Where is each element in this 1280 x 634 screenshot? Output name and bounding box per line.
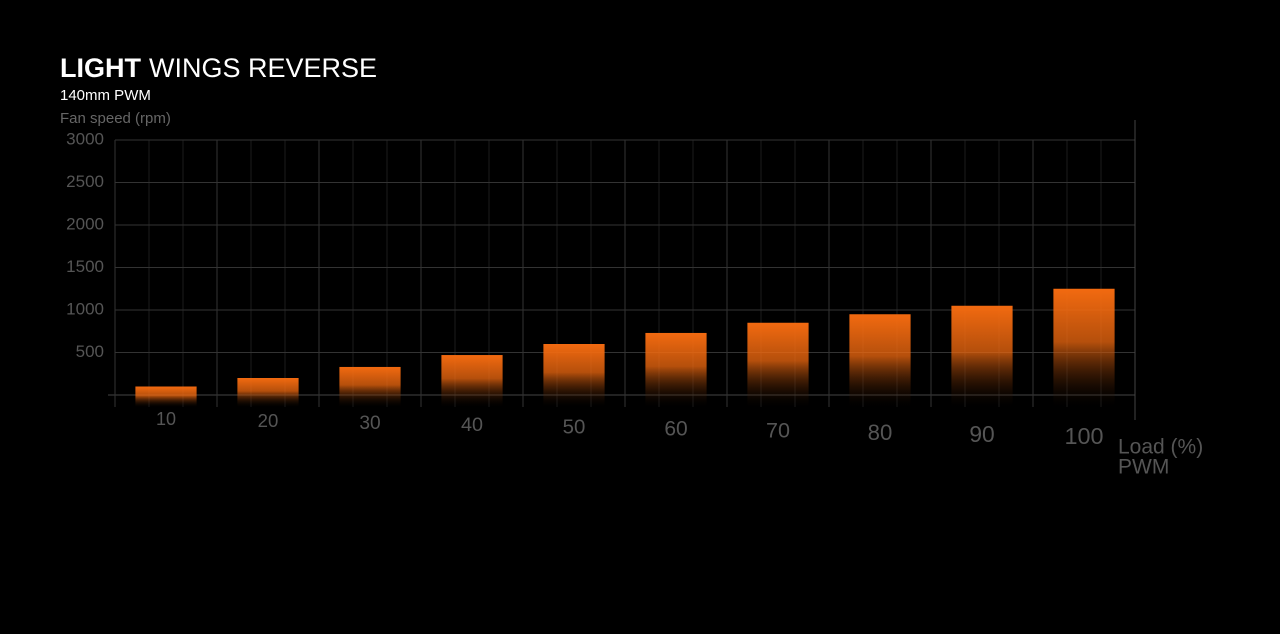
bar (747, 322, 809, 407)
x-tick-label: 50 (563, 416, 586, 438)
x-tick-label: 20 (258, 410, 279, 431)
bar (237, 378, 299, 407)
x-tick-label: 80 (868, 420, 893, 445)
x-tick-label: 60 (664, 418, 687, 441)
bar (441, 355, 503, 407)
title-bold: LIGHT (60, 53, 141, 83)
y-tick-label: 500 (76, 342, 104, 361)
bar (135, 386, 197, 407)
bar (849, 314, 911, 407)
x-tick-label: 90 (969, 421, 994, 447)
chart-title: LIGHT WINGS REVERSE (60, 53, 377, 83)
y-tick-label: 1000 (66, 299, 104, 318)
x-tick-label: 40 (461, 414, 483, 436)
y-tick-label: 3000 (66, 129, 104, 148)
bar (1053, 288, 1115, 407)
x-axis-label: PWM (1118, 456, 1169, 479)
subtitle: 140mm PWM (60, 87, 151, 104)
x-tick-label: 100 (1064, 423, 1103, 449)
y-tick-label: 1500 (66, 257, 104, 276)
x-axis-label: Load (%) (1118, 436, 1203, 459)
x-tick-label: 30 (359, 413, 380, 434)
bar (645, 332, 707, 407)
x-tick-label: 70 (766, 418, 790, 443)
y-axis-label: Fan speed (rpm) (60, 110, 171, 127)
bar (543, 344, 605, 407)
x-tick-label: 10 (156, 409, 176, 429)
y-tick-label: 2000 (66, 214, 104, 233)
title-rest: WINGS REVERSE (149, 53, 377, 83)
bar (951, 305, 1013, 407)
bar (339, 366, 401, 407)
y-tick-label: 2500 (66, 172, 104, 191)
